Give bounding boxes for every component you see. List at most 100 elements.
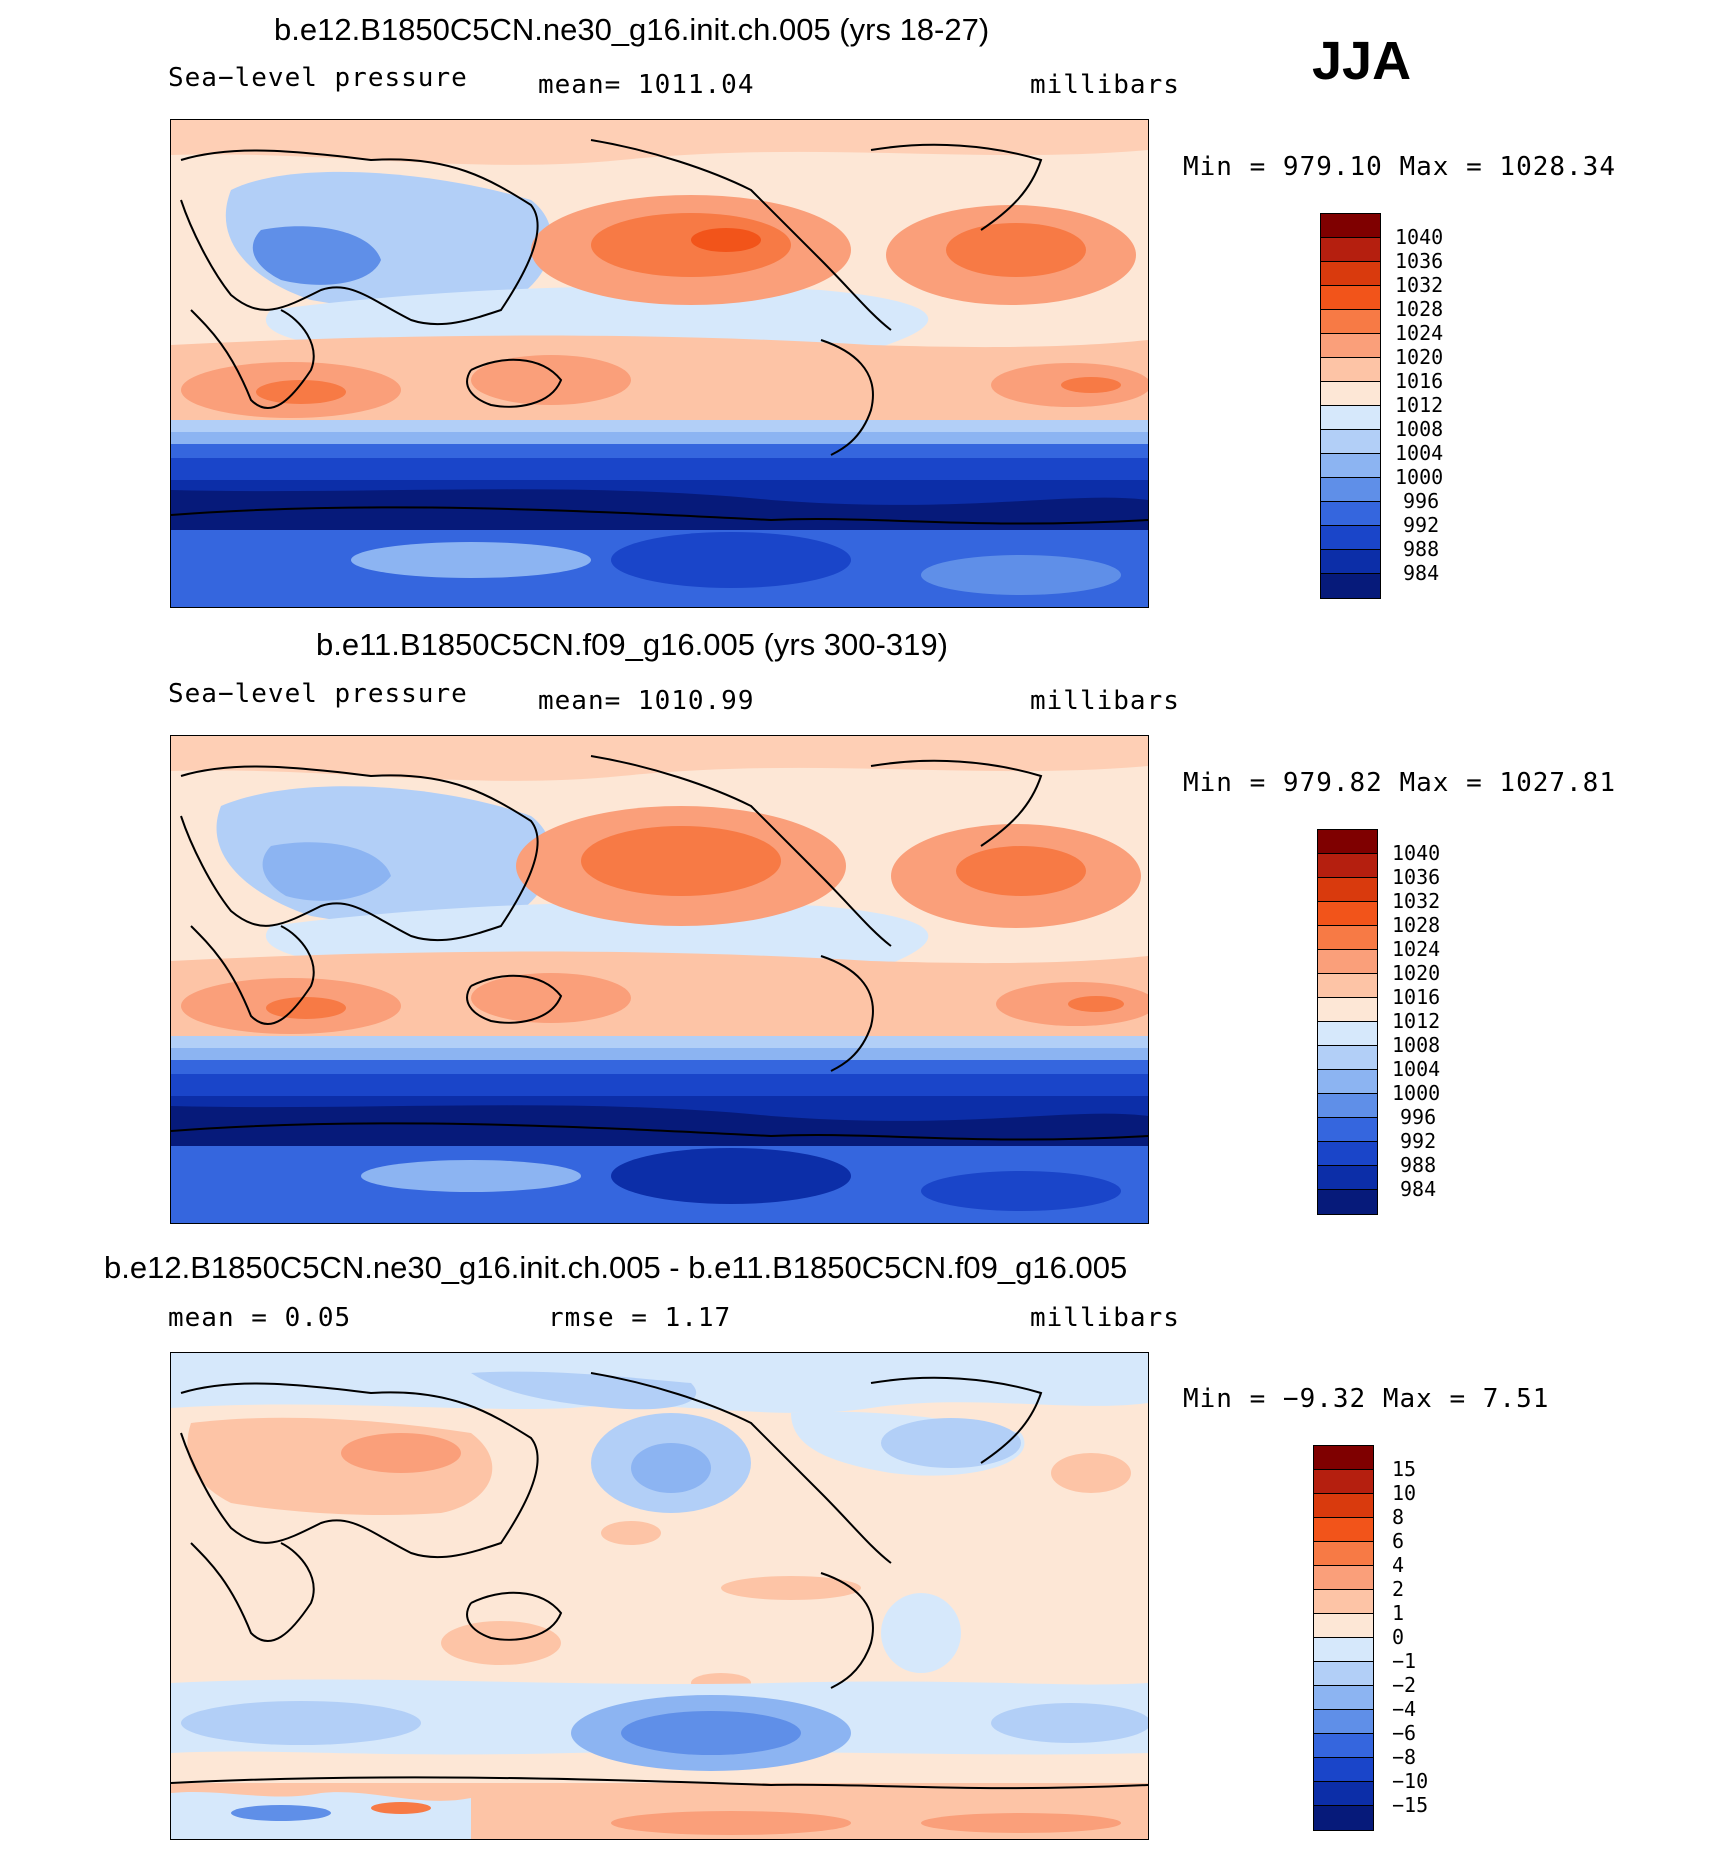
panel3-legend-swatch <box>1314 1638 1373 1662</box>
panel2-legend-swatch <box>1318 1166 1377 1190</box>
panel3-legend-bar <box>1313 1445 1374 1831</box>
legend-tick: 4 <box>1392 1553 1405 1577</box>
panel3-title: b.e12.B1850C5CN.ne30_g16.init.ch.005 - b… <box>104 1250 1128 1285</box>
panel2-legend-swatch <box>1318 1022 1377 1046</box>
panel2-title: b.e11.B1850C5CN.f09_g16.005 (yrs 300-319… <box>316 627 948 662</box>
legend-tick: −10 <box>1392 1769 1429 1793</box>
legend-tick: 2 <box>1392 1577 1405 1601</box>
legend-tick: 15 <box>1392 1457 1417 1481</box>
legend-tick: 1032 <box>1392 889 1441 913</box>
legend-tick: 1028 <box>1395 297 1444 321</box>
panel3-legend-swatch <box>1314 1518 1373 1542</box>
legend-tick: −4 <box>1392 1697 1417 1721</box>
panel2-mean-label: mean= 1010.99 <box>538 686 755 716</box>
panel2-legend-swatch <box>1318 950 1377 974</box>
panel1-legend-swatch <box>1321 574 1380 598</box>
panel3-mean-label: mean = 0.05 <box>168 1303 352 1333</box>
legend-tick: −15 <box>1392 1793 1429 1817</box>
panel3-legend-swatch <box>1314 1470 1373 1494</box>
legend-tick: 6 <box>1392 1529 1405 1553</box>
panel2-legend-swatch <box>1318 1070 1377 1094</box>
legend-tick: 992 <box>1400 1129 1437 1153</box>
panel3-legend-swatch <box>1314 1446 1373 1470</box>
panel1-variable-label: Sea−level pressure <box>168 63 468 93</box>
legend-tick: 1 <box>1392 1601 1405 1625</box>
panel3-legend-swatch <box>1314 1566 1373 1590</box>
legend-tick: 988 <box>1403 537 1440 561</box>
legend-tick: 984 <box>1400 1177 1437 1201</box>
panel1-map <box>170 119 1149 608</box>
panel2-legend-swatch <box>1318 902 1377 926</box>
panel1-title: b.e12.B1850C5CN.ne30_g16.init.ch.005 (yr… <box>274 12 990 47</box>
panel3-legend-swatch <box>1314 1686 1373 1710</box>
panel3-legend-swatch <box>1314 1710 1373 1734</box>
panel2-legend-swatch <box>1318 926 1377 950</box>
panel3-legend-swatch <box>1314 1758 1373 1782</box>
legend-tick: 1020 <box>1392 961 1441 985</box>
legend-tick: 10 <box>1392 1481 1417 1505</box>
panel1-legend-swatch <box>1321 526 1380 550</box>
panel1-legend-swatch <box>1321 262 1380 286</box>
panel2-legend-swatch <box>1318 830 1377 854</box>
panel1-legend-swatch <box>1321 502 1380 526</box>
legend-tick: −8 <box>1392 1745 1417 1769</box>
panel1-legend-swatch <box>1321 238 1380 262</box>
legend-tick: −1 <box>1392 1649 1417 1673</box>
legend-tick: 1024 <box>1392 937 1441 961</box>
legend-tick: 1032 <box>1395 273 1444 297</box>
panel2-units-label: millibars <box>1030 686 1180 716</box>
legend-tick: 996 <box>1403 489 1440 513</box>
panel2-legend-swatch <box>1318 854 1377 878</box>
legend-tick: 1000 <box>1392 1081 1441 1105</box>
legend-tick: 1028 <box>1392 913 1441 937</box>
panel2-legend-swatch <box>1318 998 1377 1022</box>
panel1-minmax: Min = 979.10 Max = 1028.34 <box>1183 152 1616 182</box>
legend-tick: 988 <box>1400 1153 1437 1177</box>
panel1-legend-swatch <box>1321 382 1380 406</box>
season-label: JJA <box>1312 31 1412 91</box>
legend-tick: 1000 <box>1395 465 1444 489</box>
panel3-map <box>170 1352 1149 1840</box>
panel2-legend-swatch <box>1318 1142 1377 1166</box>
panel2-legend-swatch <box>1318 1190 1377 1214</box>
panel3-rmse-label: rmse = 1.17 <box>548 1303 732 1333</box>
legend-tick: 1004 <box>1395 441 1444 465</box>
legend-tick: 1008 <box>1395 417 1444 441</box>
panel2-legend-bar <box>1317 829 1378 1215</box>
panel3-legend-swatch <box>1314 1590 1373 1614</box>
panel1-legend-swatch <box>1321 454 1380 478</box>
panel3-legend-swatch <box>1314 1614 1373 1638</box>
panel3-legend-swatch <box>1314 1662 1373 1686</box>
legend-tick: 1016 <box>1392 985 1441 1009</box>
panel2-legend-swatch <box>1318 1094 1377 1118</box>
panel2-legend-swatch <box>1318 1118 1377 1142</box>
panel3-minmax: Min = −9.32 Max = 7.51 <box>1183 1384 1550 1414</box>
panel3-map-svg <box>171 1353 1148 1839</box>
panel1-legend-swatch <box>1321 430 1380 454</box>
legend-tick: 996 <box>1400 1105 1437 1129</box>
panel1-legend-swatch <box>1321 286 1380 310</box>
panel1-legend-swatch <box>1321 406 1380 430</box>
panel1-legend-swatch <box>1321 478 1380 502</box>
panel1-mean-label: mean= 1011.04 <box>538 70 755 100</box>
panel1-legend-bar <box>1320 213 1381 599</box>
legend-tick: −6 <box>1392 1721 1417 1745</box>
panel2-legend-swatch <box>1318 974 1377 998</box>
legend-tick: 8 <box>1392 1505 1405 1529</box>
legend-tick: 1004 <box>1392 1057 1441 1081</box>
panel2-variable-label: Sea−level pressure <box>168 679 468 709</box>
legend-tick: 992 <box>1403 513 1440 537</box>
panel3-legend-swatch <box>1314 1782 1373 1806</box>
panel1-map-svg <box>171 120 1148 607</box>
panel1-legend-swatch <box>1321 310 1380 334</box>
legend-tick: 1040 <box>1392 841 1441 865</box>
panel1-legend-swatch <box>1321 334 1380 358</box>
panel3-units-label: millibars <box>1030 1303 1180 1333</box>
legend-tick: 1036 <box>1395 249 1444 273</box>
panel2-map-svg <box>171 736 1148 1223</box>
panel3-legend-swatch <box>1314 1542 1373 1566</box>
panel1-units-label: millibars <box>1030 70 1180 100</box>
legend-tick: 984 <box>1403 561 1440 585</box>
legend-tick: 1012 <box>1392 1009 1441 1033</box>
legend-tick: 1020 <box>1395 345 1444 369</box>
